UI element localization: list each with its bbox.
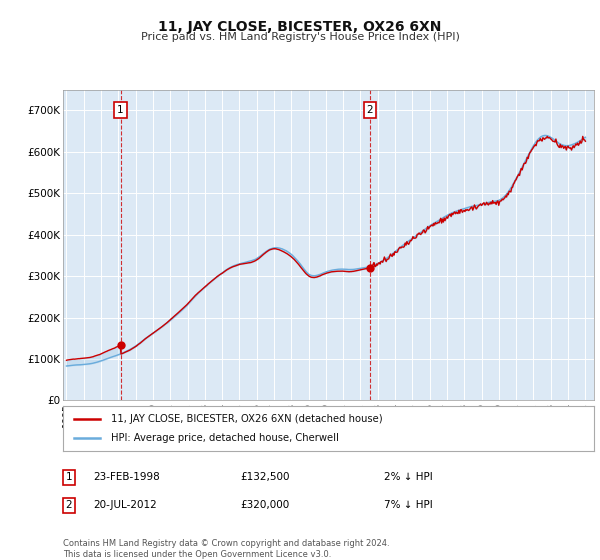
Text: 23-FEB-1998: 23-FEB-1998 (93, 472, 160, 482)
Text: 2% ↓ HPI: 2% ↓ HPI (384, 472, 433, 482)
Text: 1: 1 (117, 105, 124, 115)
Text: 1: 1 (65, 472, 73, 482)
Text: 11, JAY CLOSE, BICESTER, OX26 6XN: 11, JAY CLOSE, BICESTER, OX26 6XN (158, 20, 442, 34)
Text: 2: 2 (65, 500, 73, 510)
Text: Price paid vs. HM Land Registry's House Price Index (HPI): Price paid vs. HM Land Registry's House … (140, 32, 460, 43)
Text: Contains HM Land Registry data © Crown copyright and database right 2024.
This d: Contains HM Land Registry data © Crown c… (63, 539, 389, 559)
Text: 20-JUL-2012: 20-JUL-2012 (93, 500, 157, 510)
Text: 7% ↓ HPI: 7% ↓ HPI (384, 500, 433, 510)
Text: HPI: Average price, detached house, Cherwell: HPI: Average price, detached house, Cher… (111, 433, 338, 444)
Text: 2: 2 (367, 105, 373, 115)
Text: £320,000: £320,000 (240, 500, 289, 510)
Text: 11, JAY CLOSE, BICESTER, OX26 6XN (detached house): 11, JAY CLOSE, BICESTER, OX26 6XN (detac… (111, 413, 382, 423)
Text: £132,500: £132,500 (240, 472, 290, 482)
